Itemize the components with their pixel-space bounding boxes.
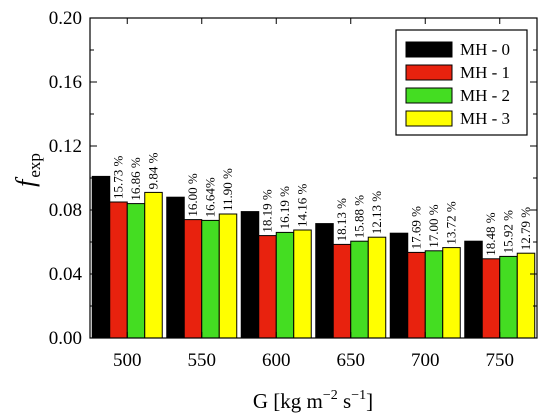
bar-700-series-3	[424, 250, 444, 339]
y-tick-label-0.16: 0.16	[49, 72, 82, 93]
bar-650-series-4	[367, 236, 387, 339]
y-tick-label-0.04: 0.04	[49, 264, 83, 285]
x-axis-label-exp1: −2	[323, 388, 338, 403]
bar-700-series-1	[389, 232, 409, 339]
bar-750-series-2	[481, 258, 501, 339]
x-tick-label-600: 600	[262, 350, 291, 371]
annotations-group: 15.73 % 16.86 % 9.84 % 16.00 % 16.64% 11.90 %…	[111, 152, 534, 255]
y-tick-label-0.08: 0.08	[49, 200, 82, 221]
bar-annotation-600-2: 18.19 %	[260, 189, 275, 233]
legend-label-4: MH - 3	[460, 109, 510, 128]
bar-annotation-650-2: 18.13 %	[334, 198, 349, 242]
bar-600-series-2	[258, 235, 277, 339]
x-axis: 500 550 600 650 700 750	[113, 18, 514, 371]
x-axis-label-exp2: −1	[351, 388, 366, 403]
bar-500-series-4	[144, 191, 163, 339]
legend-label-1: MH - 0	[460, 40, 510, 59]
x-tick-label-500: 500	[113, 350, 142, 371]
bar-500-series-2	[109, 201, 128, 339]
bar-600-series-1	[240, 211, 260, 339]
bar-annotation-550-4: 11.90 %	[220, 168, 235, 211]
bar-600-series-4	[293, 229, 312, 339]
bar-650-series-2	[332, 243, 352, 339]
legend-swatch-4	[405, 110, 453, 127]
bar-annotation-700-4: 13.72 %	[444, 201, 459, 245]
bar-annotation-750-2: 18.48 %	[483, 212, 498, 256]
x-axis-label: G [kg m−2 s−1]	[253, 388, 373, 413]
bar-annotation-700-2: 17.69 %	[409, 206, 424, 250]
legend: MH - 0 MH - 1 MH - 2 MH - 3	[395, 29, 528, 136]
bar-700-series-4	[442, 247, 461, 339]
legend-swatch-3	[405, 87, 453, 104]
legend-swatch-1	[405, 41, 453, 58]
bar-500-series-1	[91, 175, 111, 339]
bar-550-series-2	[183, 219, 203, 339]
legend-label-3: MH - 2	[460, 86, 510, 105]
bar-annotation-550-2: 16.00 %	[185, 173, 200, 217]
y-axis-label-sub: exp	[25, 153, 44, 178]
y-axis: 0.00 0.04 0.08 0.12 0.16 0.20	[49, 8, 537, 349]
x-tick-label-550: 550	[188, 350, 217, 371]
bar-750-series-4	[516, 252, 536, 339]
y-tick-label-0.00: 0.00	[49, 328, 82, 349]
bar-550-series-4	[218, 213, 238, 339]
y-axis-label: fexp	[11, 153, 44, 187]
bar-annotation-500-3: 16.86 %	[128, 157, 143, 201]
bar-750-series-3	[499, 255, 518, 339]
y-axis-label-main: f	[11, 176, 40, 187]
bar-annotation-550-3: 16.64%	[203, 177, 218, 217]
bar-annotation-650-3: 15.88 %	[352, 195, 367, 239]
x-tick-label-700: 700	[411, 350, 440, 371]
bar-annotation-750-4: 12.79 %	[518, 207, 533, 251]
bar-annotation-600-3: 16.19 %	[277, 186, 292, 230]
bar-annotation-600-4: 14.16 %	[295, 184, 310, 228]
legend-label-2: MH - 1	[460, 63, 510, 82]
bar-annotation-500-2: 15.73 %	[111, 156, 126, 200]
x-tick-label-650: 650	[337, 350, 366, 371]
legend-swatch-2	[405, 64, 453, 81]
bar-annotation-500-4: 9.84 %	[146, 152, 161, 189]
bar-550-series-1	[166, 196, 185, 339]
bars-group	[91, 175, 536, 339]
bar-500-series-3	[126, 203, 146, 339]
bar-annotation-750-3: 15.92 %	[501, 210, 516, 254]
bar-650-series-3	[350, 240, 369, 339]
bar-annotation-700-3: 17.00 %	[426, 204, 441, 248]
bar-600-series-3	[275, 231, 295, 339]
bar-650-series-1	[315, 223, 334, 339]
bar-750-series-1	[464, 240, 483, 339]
y-tick-label-0.12: 0.12	[49, 136, 82, 157]
bar-700-series-2	[407, 251, 426, 339]
bar-annotation-650-4: 12.13 %	[369, 191, 384, 235]
y-tick-label-0.20: 0.20	[49, 8, 82, 29]
bar-550-series-3	[201, 219, 220, 339]
x-tick-label-750: 750	[486, 350, 515, 371]
